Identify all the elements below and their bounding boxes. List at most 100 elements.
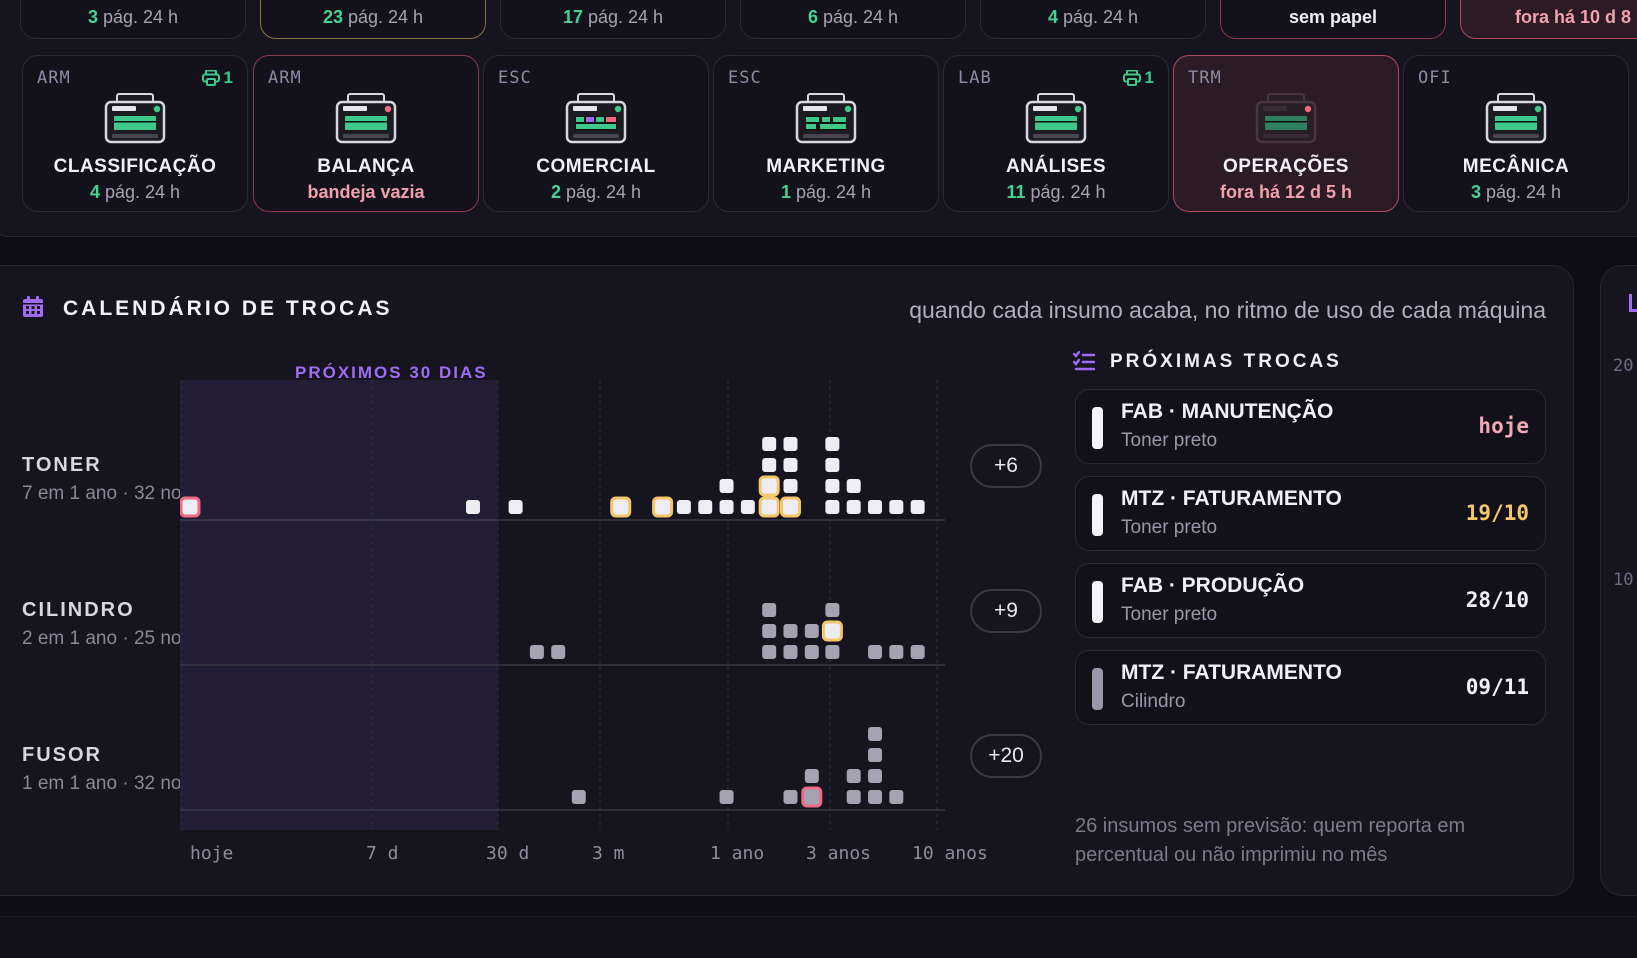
- swap-event-marker[interactable]: [783, 624, 798, 638]
- more-fusor-button[interactable]: +20: [970, 734, 1042, 778]
- printer-card[interactable]: ARM 1 CLASSIFICAÇÃO 4 pág. 24 h: [22, 55, 248, 212]
- swap-event-marker[interactable]: [868, 748, 883, 762]
- swap-event-marker[interactable]: [846, 500, 861, 514]
- swap-event-marker[interactable]: [825, 603, 840, 617]
- swap-event-marker[interactable]: [783, 479, 798, 493]
- swap-item[interactable]: MTZ · FATURAMENTO Cilindro 09/11: [1075, 650, 1546, 725]
- swap-event-marker[interactable]: [180, 496, 201, 518]
- swap-event-marker[interactable]: [719, 500, 734, 514]
- supply-color-bar: [1092, 581, 1103, 623]
- printer-name: ANÁLISES: [1005, 156, 1107, 177]
- swap-event-marker[interactable]: [801, 786, 823, 808]
- printer-pages: 11 pág. 24 h: [944, 182, 1168, 203]
- swap-event-marker[interactable]: [571, 790, 586, 804]
- swap-event-marker[interactable]: [762, 603, 777, 617]
- swap-event-marker[interactable]: [719, 479, 734, 493]
- calendar-subtitle: quando cada insumo acaba, no ritmo de us…: [909, 297, 1546, 323]
- swap-event-marker[interactable]: [783, 458, 798, 472]
- swap-event-marker[interactable]: [783, 790, 798, 804]
- printer-icon: [1484, 92, 1548, 148]
- list-icon: [1073, 351, 1095, 371]
- swap-event-marker[interactable]: [825, 645, 840, 659]
- swap-event-marker[interactable]: [758, 496, 780, 518]
- swap-event-marker[interactable]: [762, 437, 777, 451]
- swap-event-marker[interactable]: [676, 500, 691, 514]
- swap-event-marker[interactable]: [758, 475, 780, 497]
- printer-card[interactable]: 23 pág. 24 h: [260, 0, 486, 39]
- swap-event-marker[interactable]: [740, 500, 755, 514]
- page-unit: pág. 24 h: [587, 7, 664, 27]
- swap-item[interactable]: FAB · MANUTENÇÃO Toner preto hoje: [1075, 389, 1546, 464]
- swap-event-marker[interactable]: [846, 790, 861, 804]
- swap-event-marker[interactable]: [804, 645, 819, 659]
- printer-card[interactable]: 17 pág. 24 h: [500, 0, 726, 39]
- swap-event-marker[interactable]: [804, 769, 819, 783]
- page-count: 4: [89, 182, 100, 202]
- swap-event-marker[interactable]: [551, 645, 566, 659]
- more-cilindro-button[interactable]: +9: [970, 589, 1042, 633]
- page-count: 23: [322, 7, 343, 27]
- swap-event-marker[interactable]: [821, 620, 843, 642]
- printer-icon: [334, 92, 398, 148]
- printer-icon: [794, 92, 858, 148]
- swap-event-marker[interactable]: [889, 645, 904, 659]
- swap-event-marker[interactable]: [779, 496, 801, 518]
- printer-card[interactable]: fora há 10 d 8: [1460, 0, 1637, 39]
- swap-event-marker[interactable]: [846, 769, 861, 783]
- printer-card[interactable]: sem papel: [1220, 0, 1446, 39]
- swap-item[interactable]: MTZ · FATURAMENTO Toner preto 19/10: [1075, 476, 1546, 551]
- page-unit: pág. 24 h: [565, 182, 642, 202]
- swap-event-marker[interactable]: [825, 437, 840, 451]
- printer-card[interactable]: 3 pág. 24 h: [20, 0, 246, 39]
- swap-event-marker[interactable]: [804, 624, 819, 638]
- swap-event-marker[interactable]: [508, 500, 523, 514]
- page-unit: pág. 24 h: [1485, 182, 1562, 202]
- swap-event-marker[interactable]: [868, 645, 883, 659]
- more-toner-button[interactable]: +6: [970, 444, 1042, 488]
- page-unit: pág. 24 h: [1030, 182, 1106, 202]
- supply-color-bar: [1092, 407, 1103, 449]
- swap-event-marker[interactable]: [465, 500, 480, 514]
- x-tick-label: hoje: [190, 843, 234, 864]
- swap-event-marker[interactable]: [910, 645, 925, 659]
- printer-card[interactable]: ESC MARKETING 1 pág. 24 h: [713, 55, 939, 212]
- page-unit: pág. 24 h: [104, 182, 181, 202]
- printer-name: MECÂNICA: [1462, 156, 1570, 177]
- swap-item[interactable]: FAB · PRODUÇÃO Toner preto 28/10: [1075, 563, 1546, 638]
- swap-event-marker[interactable]: [825, 500, 840, 514]
- printer-card[interactable]: 6 pág. 24 h: [740, 0, 966, 39]
- printer-card[interactable]: 4 pág. 24 h: [980, 0, 1206, 39]
- swap-event-marker[interactable]: [529, 645, 544, 659]
- next-30-days-label: PRÓXIMOS 30 DIAS: [295, 363, 488, 382]
- swap-event-marker[interactable]: [762, 624, 777, 638]
- swap-event-marker[interactable]: [889, 500, 904, 514]
- swap-event-marker[interactable]: [889, 790, 904, 804]
- swap-event-marker[interactable]: [762, 645, 777, 659]
- swap-event-marker[interactable]: [610, 496, 632, 518]
- printer-card[interactable]: TRM OPERAÇÕES fora há 12 d 5 h: [1173, 55, 1399, 212]
- next-30-days-band: [180, 380, 498, 830]
- swap-event-marker[interactable]: [825, 458, 840, 472]
- swap-event-marker[interactable]: [868, 790, 883, 804]
- printer-card[interactable]: OFI MECÂNICA 3 pág. 24 h: [1403, 55, 1629, 212]
- printer-name: CLASSIFICAÇÃO: [53, 156, 217, 177]
- site-tag: ARM: [37, 68, 71, 88]
- swap-event-marker[interactable]: [868, 500, 883, 514]
- x-tick-label: 3 anos: [806, 843, 872, 864]
- printer-card[interactable]: ESC COMERCIAL 2 pág. 24 h: [483, 55, 709, 212]
- swap-event-marker[interactable]: [783, 437, 798, 451]
- swap-event-marker[interactable]: [825, 479, 840, 493]
- queued-jobs-count: 1: [1144, 68, 1154, 87]
- swap-event-marker[interactable]: [868, 769, 883, 783]
- swap-event-marker[interactable]: [910, 500, 925, 514]
- swap-event-marker[interactable]: [652, 496, 674, 518]
- swap-event-marker[interactable]: [698, 500, 713, 514]
- swap-event-marker[interactable]: [719, 790, 734, 804]
- printer-card[interactable]: LAB 1 ANÁLISES 11 pág. 24 h: [943, 55, 1169, 212]
- swap-event-marker[interactable]: [868, 727, 883, 741]
- page-unit: pág. 24 h: [347, 7, 424, 27]
- swap-event-marker[interactable]: [783, 645, 798, 659]
- swap-event-marker[interactable]: [846, 479, 861, 493]
- swap-event-marker[interactable]: [762, 458, 777, 472]
- printer-card[interactable]: ARM BALANÇA bandeja vazia: [253, 55, 479, 212]
